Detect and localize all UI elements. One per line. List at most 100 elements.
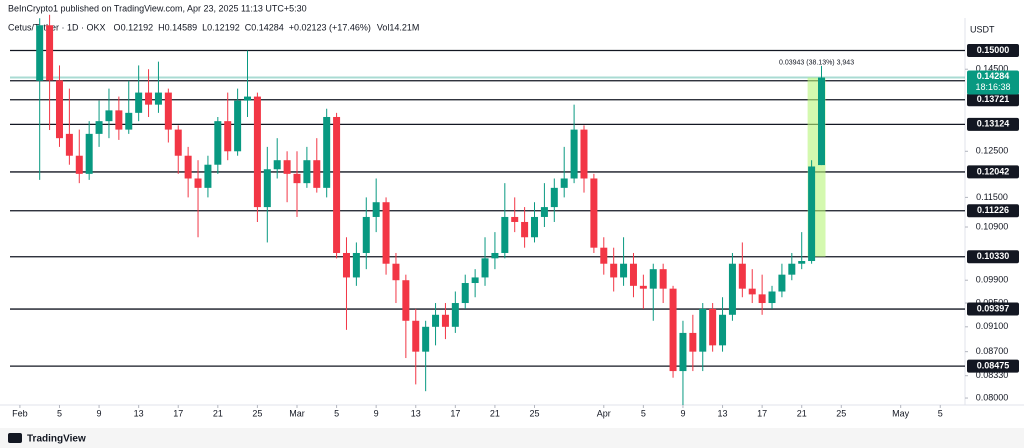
x-tick-label: Apr [597, 408, 611, 418]
candle-body [105, 110, 113, 122]
candle-body [758, 294, 766, 304]
candle-body [659, 269, 667, 289]
change: +0.02123 (+17.46%) [289, 22, 371, 32]
candle-body [422, 326, 430, 352]
candle-body [540, 207, 548, 217]
x-tick-label: Mar [289, 408, 305, 418]
candle-body [560, 178, 568, 188]
y-tick-label: 0.14500 [976, 64, 1009, 74]
level-label-box [967, 302, 1019, 316]
x-tick-label: 5 [641, 408, 646, 418]
candle-body [590, 178, 598, 248]
candle-body [570, 129, 578, 179]
y-tick-label: 0.08330 [976, 370, 1009, 380]
candle-body [372, 202, 380, 217]
candle-body [293, 173, 301, 184]
candle-body [798, 261, 806, 264]
candle-body [808, 166, 816, 262]
candle-body [531, 216, 539, 238]
x-tick-label: 17 [450, 408, 460, 418]
level-label-box [967, 165, 1019, 179]
level-label: 0.10330 [977, 251, 1010, 261]
candle-body [511, 216, 519, 222]
x-tick-label: 17 [173, 408, 183, 418]
level-label: 0.13124 [977, 119, 1010, 129]
x-tick-label: 21 [213, 408, 223, 418]
level-label-box [967, 250, 1019, 264]
x-tick-label: 9 [374, 408, 379, 418]
level-label: 0.15000 [977, 45, 1010, 55]
y-tick-label: 0.08700 [976, 346, 1009, 356]
measure-label: 0.03943 (38.13%) 3,943 [779, 59, 854, 66]
level-label: 0.11226 [977, 205, 1009, 215]
level-label-box [967, 93, 1019, 107]
candle-body [689, 332, 697, 352]
x-tick-label: 13 [134, 408, 144, 418]
volume-label: Vol [377, 22, 390, 32]
candle-body [521, 221, 529, 238]
ohlc-value: 0.12192 [207, 22, 240, 32]
x-tick-label: 25 [252, 408, 262, 418]
candle-body [36, 25, 44, 81]
candle-body [432, 314, 440, 327]
candle-body [441, 314, 449, 327]
candle-body [214, 121, 222, 165]
level-label: 0.12042 [977, 166, 1010, 176]
candle-body [649, 269, 657, 289]
currency: USDT [970, 24, 995, 34]
candle-body [164, 92, 172, 130]
candle-body [392, 263, 400, 281]
level-label: 0.13721 [977, 94, 1010, 104]
x-tick-label: 13 [411, 408, 421, 418]
footer [0, 428, 1024, 448]
countdown: 18:16:38 [975, 82, 1010, 92]
x-tick-label: 25 [529, 408, 539, 418]
x-tick-label: Feb [12, 408, 28, 418]
level-label: 0.09397 [977, 303, 1010, 313]
candle-body [709, 308, 717, 346]
candle-body [174, 129, 182, 156]
candle-body [352, 252, 360, 278]
candle-body [768, 291, 776, 304]
publisher: BeInCrypto1 published on TradingView.com… [8, 3, 307, 13]
x-tick-label: 5 [938, 408, 943, 418]
x-tick-label: 5 [334, 408, 339, 418]
x-tick-label: 9 [680, 408, 685, 418]
y-tick-label: 0.10900 [976, 221, 1009, 231]
x-tick-label: May [892, 408, 910, 418]
candle-body [85, 133, 93, 174]
candle-body [471, 277, 479, 284]
volume-value: 14.21M [389, 22, 419, 32]
candle-body [154, 92, 162, 105]
candle-body [788, 263, 796, 275]
candle-body [75, 155, 83, 174]
y-tick-label: 0.08000 [976, 392, 1009, 402]
candle-body [600, 247, 608, 264]
candle-body [491, 252, 499, 259]
candle-body [728, 263, 736, 315]
candle-body [333, 116, 341, 253]
candle-body [719, 314, 727, 346]
candle-body [224, 121, 232, 152]
candle-body [580, 129, 588, 179]
y-tick-label: 0.12500 [976, 146, 1009, 156]
candle-body [342, 252, 350, 278]
candle-body [402, 280, 410, 321]
candle-body [748, 288, 756, 295]
candle-body [362, 216, 370, 253]
candle-body [382, 202, 390, 264]
ohlc-value: 0.14589 [165, 22, 198, 32]
candle-body [639, 285, 647, 289]
candle-body [263, 169, 271, 208]
candle-body [125, 112, 133, 130]
candle-body [412, 320, 420, 352]
y-tick-label: 0.09500 [976, 297, 1009, 307]
ohlc-label: L [202, 22, 207, 32]
candle-body [610, 263, 618, 278]
candle-body [461, 283, 469, 304]
candle-body [253, 96, 261, 208]
candle-body [194, 178, 202, 188]
candle-body [46, 25, 54, 81]
x-tick-label: 21 [490, 408, 500, 418]
